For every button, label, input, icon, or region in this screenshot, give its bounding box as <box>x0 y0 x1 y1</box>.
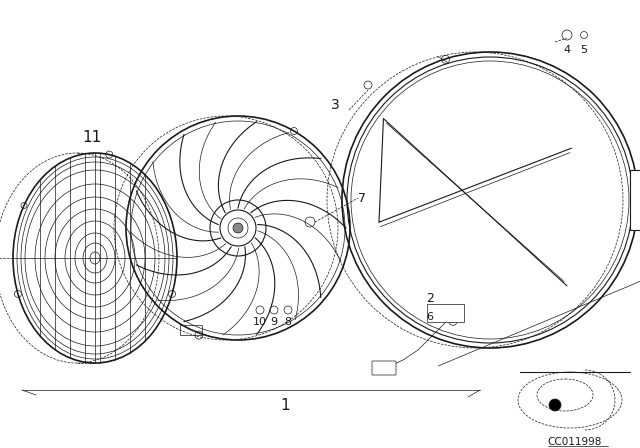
Text: CC011998: CC011998 <box>548 437 602 447</box>
Text: 2: 2 <box>426 293 434 306</box>
Text: 7: 7 <box>358 191 366 204</box>
Text: 3: 3 <box>331 98 339 112</box>
FancyBboxPatch shape <box>427 304 464 322</box>
Circle shape <box>549 399 561 411</box>
Circle shape <box>233 223 243 233</box>
Text: 1: 1 <box>280 397 290 413</box>
Text: 11: 11 <box>83 130 102 146</box>
FancyBboxPatch shape <box>180 324 202 335</box>
Text: 6: 6 <box>426 312 433 322</box>
FancyBboxPatch shape <box>630 170 640 230</box>
Text: 8: 8 <box>284 317 292 327</box>
Text: 10: 10 <box>253 317 267 327</box>
FancyBboxPatch shape <box>372 361 396 375</box>
Text: 5: 5 <box>580 45 588 55</box>
Text: 4: 4 <box>563 45 571 55</box>
Text: 9: 9 <box>271 317 278 327</box>
